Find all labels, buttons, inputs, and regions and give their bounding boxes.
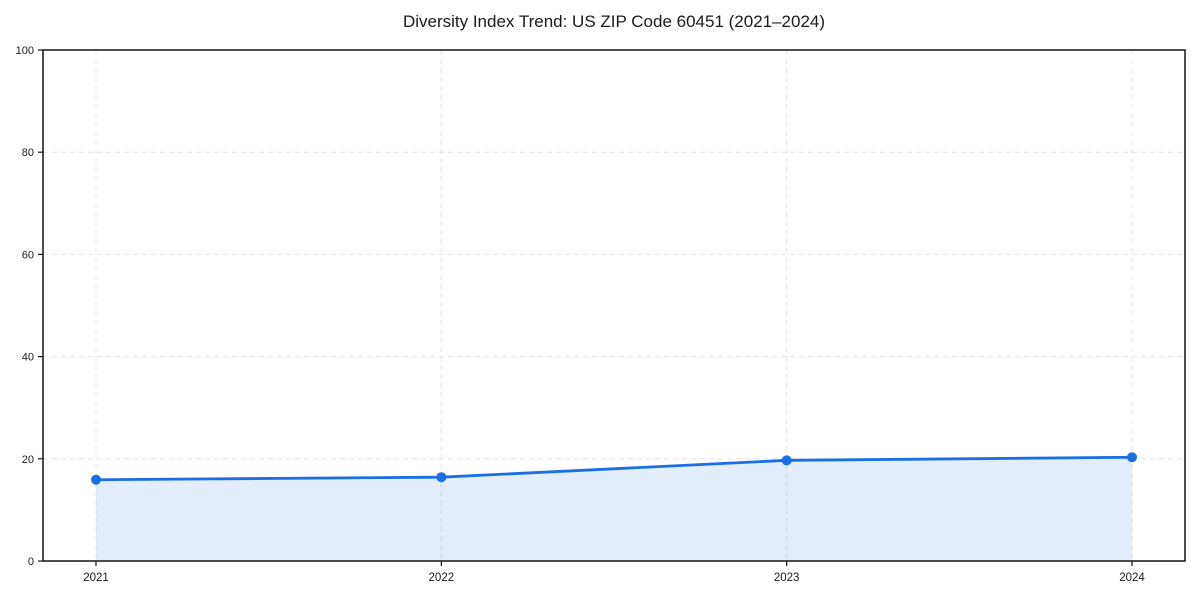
x-tick-label: 2024 [1119, 572, 1145, 584]
data-point-marker [781, 455, 792, 466]
y-tick-label: 100 [16, 45, 34, 57]
x-tick-label: 2023 [774, 572, 800, 584]
y-tick-label: 40 [22, 352, 34, 364]
y-tick-label: 20 [22, 454, 34, 466]
y-tick-label: 0 [28, 556, 34, 568]
x-tick-label: 2021 [83, 572, 109, 584]
area-fill [96, 457, 1132, 561]
y-tick-label: 60 [22, 249, 34, 261]
trend-line [94, 455, 1134, 482]
data-point-marker [91, 474, 101, 485]
plot-border [42, 49, 1186, 562]
data-point-marker [1127, 452, 1137, 463]
data-point-marker [436, 472, 447, 483]
y-tick-label: 80 [22, 147, 34, 159]
x-tick-label: 2022 [429, 572, 455, 584]
chart-title: Diversity Index Trend: US ZIP Code 60451… [402, 12, 826, 31]
